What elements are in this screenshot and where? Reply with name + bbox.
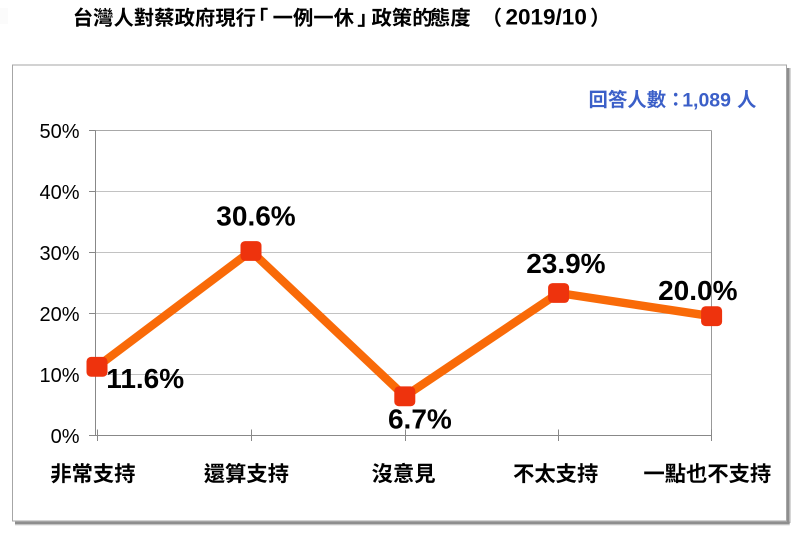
svg-text:0%: 0%: [51, 426, 80, 448]
svg-text:6.7%: 6.7%: [388, 404, 452, 435]
svg-text:10%: 10%: [39, 365, 79, 387]
svg-text:30%: 30%: [39, 243, 79, 265]
svg-text:11.6%: 11.6%: [106, 363, 184, 394]
svg-text:40%: 40%: [39, 182, 79, 204]
svg-text:20%: 20%: [39, 304, 79, 326]
svg-text:1,089: 1,089: [682, 90, 731, 112]
svg-text:20.0%: 20.0%: [658, 275, 737, 306]
svg-text:2019/10: 2019/10: [506, 5, 587, 30]
svg-text:50%: 50%: [39, 121, 79, 143]
svg-text:23.9%: 23.9%: [526, 248, 605, 279]
svg-text:30.6%: 30.6%: [216, 201, 295, 232]
